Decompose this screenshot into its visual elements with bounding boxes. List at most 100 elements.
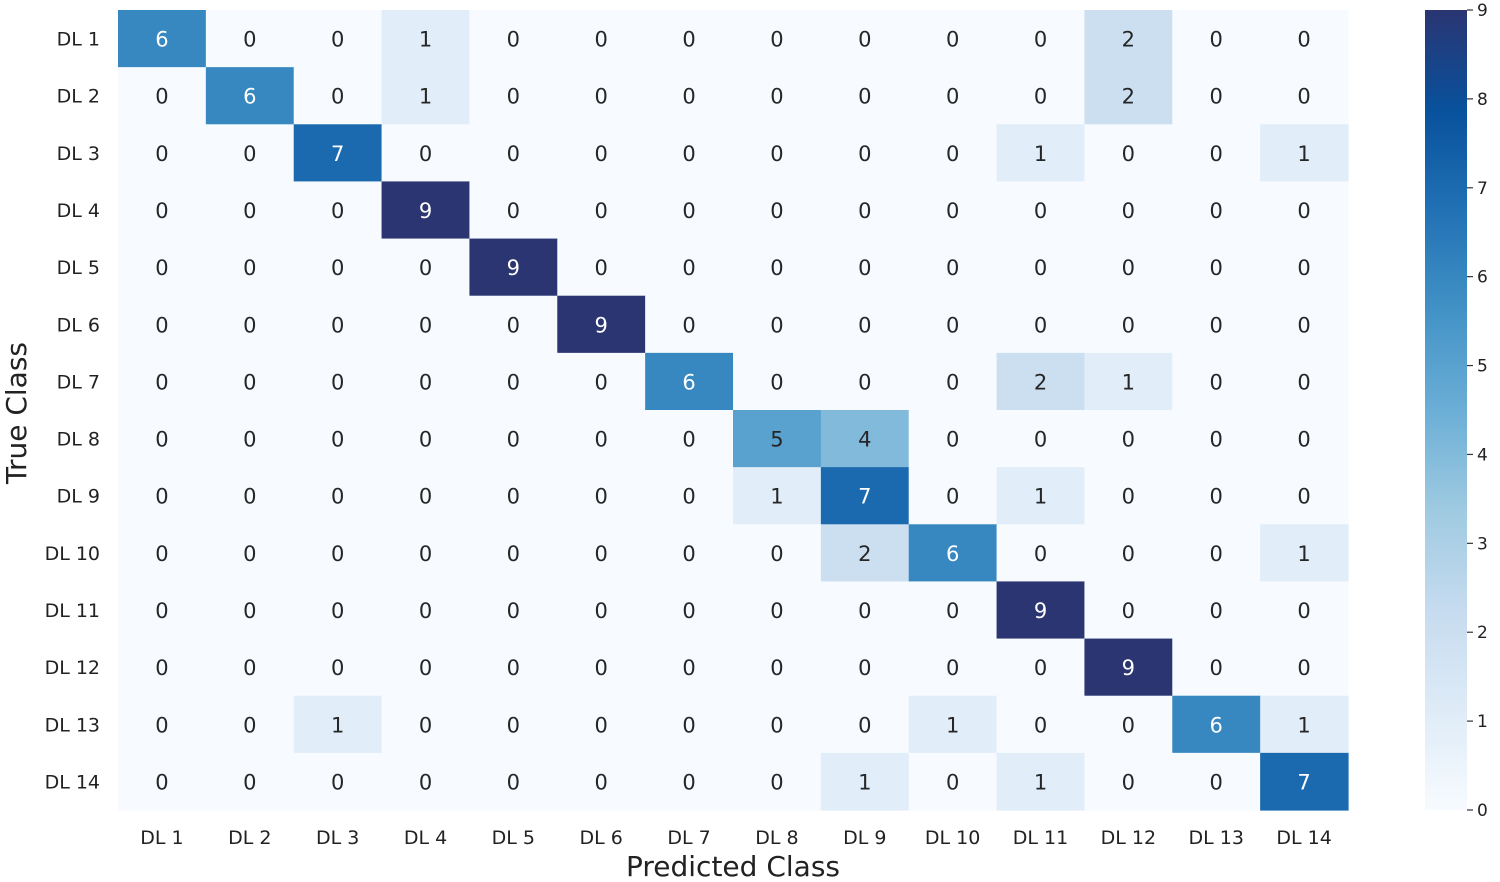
cell-value-label: 0	[331, 656, 344, 680]
heatmap-cell	[733, 10, 822, 68]
cell-value-label: 0	[419, 656, 432, 680]
heatmap-cell	[908, 467, 998, 525]
heatmap-cell	[557, 524, 646, 583]
cell-value-label: 0	[243, 428, 256, 452]
cell-value-label: 0	[770, 599, 783, 623]
heatmap-cell	[557, 124, 646, 183]
heatmap-cell	[381, 67, 471, 125]
cell-value-label: 0	[1210, 485, 1223, 509]
heatmap-cell	[381, 352, 471, 411]
heatmap-cell	[820, 10, 910, 68]
cell-value-label: 0	[155, 428, 168, 452]
colorbar-tick-label: 7	[1477, 179, 1488, 199]
cell-value-label: 1	[1034, 142, 1047, 166]
y-tick-label: DL 9	[57, 486, 100, 508]
heatmap-cell	[469, 410, 558, 468]
cell-value-label: 0	[946, 28, 959, 52]
heatmap-cell	[908, 10, 998, 68]
cell-value-label: 1	[331, 713, 344, 737]
cell-value-label: 0	[858, 713, 871, 737]
heatmap-cell	[469, 10, 558, 68]
cell-value-label: 0	[946, 428, 959, 452]
cell-value-label: 0	[155, 656, 168, 680]
heatmap-cell	[996, 181, 1086, 240]
cell-value-label: 0	[946, 142, 959, 166]
cell-value-label: 0	[858, 85, 871, 109]
heatmap-cell	[557, 238, 646, 297]
cell-value-label: 1	[1297, 713, 1310, 737]
heatmap-cell	[557, 352, 646, 411]
cell-value-label: 0	[770, 85, 783, 109]
heatmap-cell	[908, 124, 998, 183]
cell-value-label: 0	[507, 713, 520, 737]
heatmap-cell	[820, 295, 910, 354]
cell-value-label: 0	[155, 599, 168, 623]
heatmap-cell	[118, 524, 207, 583]
cell-value-label: 9	[1122, 656, 1135, 680]
cell-value-label: 0	[1210, 313, 1223, 337]
x-tick-label: DL 7	[667, 827, 710, 849]
heatmap-cell	[645, 410, 734, 468]
cell-value-label: 0	[331, 199, 344, 223]
heatmap-cell	[1084, 67, 1173, 125]
cell-value-label: 0	[1297, 199, 1310, 223]
cell-value-label: 9	[595, 313, 608, 337]
heatmap-cell	[205, 467, 295, 525]
cell-value-label: 0	[507, 85, 520, 109]
cell-value-label: 0	[507, 770, 520, 794]
cell-value-label: 0	[595, 256, 608, 280]
cell-value-label: 0	[1122, 770, 1135, 794]
cell-value-label: 2	[1034, 370, 1047, 394]
cell-value-label: 0	[1122, 256, 1135, 280]
heatmap-cell	[293, 638, 383, 697]
cell-value-label: 0	[682, 599, 695, 623]
cell-value-label: 0	[243, 370, 256, 394]
heatmap-cell	[469, 181, 558, 240]
cell-value-label: 0	[682, 542, 695, 566]
cell-value-label: 0	[946, 599, 959, 623]
cell-value-label: 0	[1210, 142, 1223, 166]
cell-value-label: 0	[507, 370, 520, 394]
cell-value-label: 0	[243, 542, 256, 566]
cell-value-label: 0	[1122, 713, 1135, 737]
cell-value-label: 1	[1034, 770, 1047, 794]
heatmap-cell	[381, 410, 471, 468]
heatmap-cell	[118, 410, 207, 468]
heatmap-cell	[1084, 752, 1173, 811]
heatmap-cell-labels: 6 0 0 1 0 0 0 0 0 0 0 2 0 0 0 6 0 1 0 0 0 0 0 0 0 2 0 0 0 0 7 0 0 0 0 0 0 0 1 0…	[155, 28, 1311, 795]
heatmap-cell	[205, 238, 295, 297]
heatmap-cell	[820, 410, 910, 468]
cell-value-label: 0	[507, 656, 520, 680]
cell-value-label: 0	[243, 256, 256, 280]
cell-value-label: 0	[682, 28, 695, 52]
cell-value-label: 0	[682, 656, 695, 680]
x-tick-label: DL 2	[228, 827, 271, 849]
x-tick-label: DL 8	[755, 827, 798, 849]
heatmap-cell	[820, 124, 910, 183]
heatmap-cell	[645, 524, 734, 583]
heatmap-cell	[908, 181, 998, 240]
heatmap-cell	[1084, 467, 1173, 525]
cell-value-label: 0	[1122, 199, 1135, 223]
heatmap-cell	[557, 581, 646, 640]
cell-value-label: 0	[770, 713, 783, 737]
cell-value-label: 6	[682, 370, 695, 394]
cell-value-label: 0	[1210, 256, 1223, 280]
heatmap-cell	[1172, 752, 1261, 811]
cell-value-label: 0	[946, 656, 959, 680]
cell-value-label: 0	[155, 370, 168, 394]
heatmap-cell	[1260, 524, 1349, 583]
cell-value-label: 0	[1210, 370, 1223, 394]
heatmap-cell	[205, 581, 295, 640]
cell-value-label: 0	[595, 85, 608, 109]
heatmap-cell	[293, 124, 383, 183]
cell-value-label: 0	[331, 28, 344, 52]
heatmap-cell	[1260, 238, 1349, 297]
heatmap-cell	[557, 467, 646, 525]
cell-value-label: 0	[243, 599, 256, 623]
heatmap-cell	[996, 352, 1086, 411]
heatmap-cell	[381, 295, 471, 354]
heatmap-cell	[1260, 467, 1349, 525]
heatmap-cell	[733, 67, 822, 125]
cell-value-label: 0	[419, 485, 432, 509]
